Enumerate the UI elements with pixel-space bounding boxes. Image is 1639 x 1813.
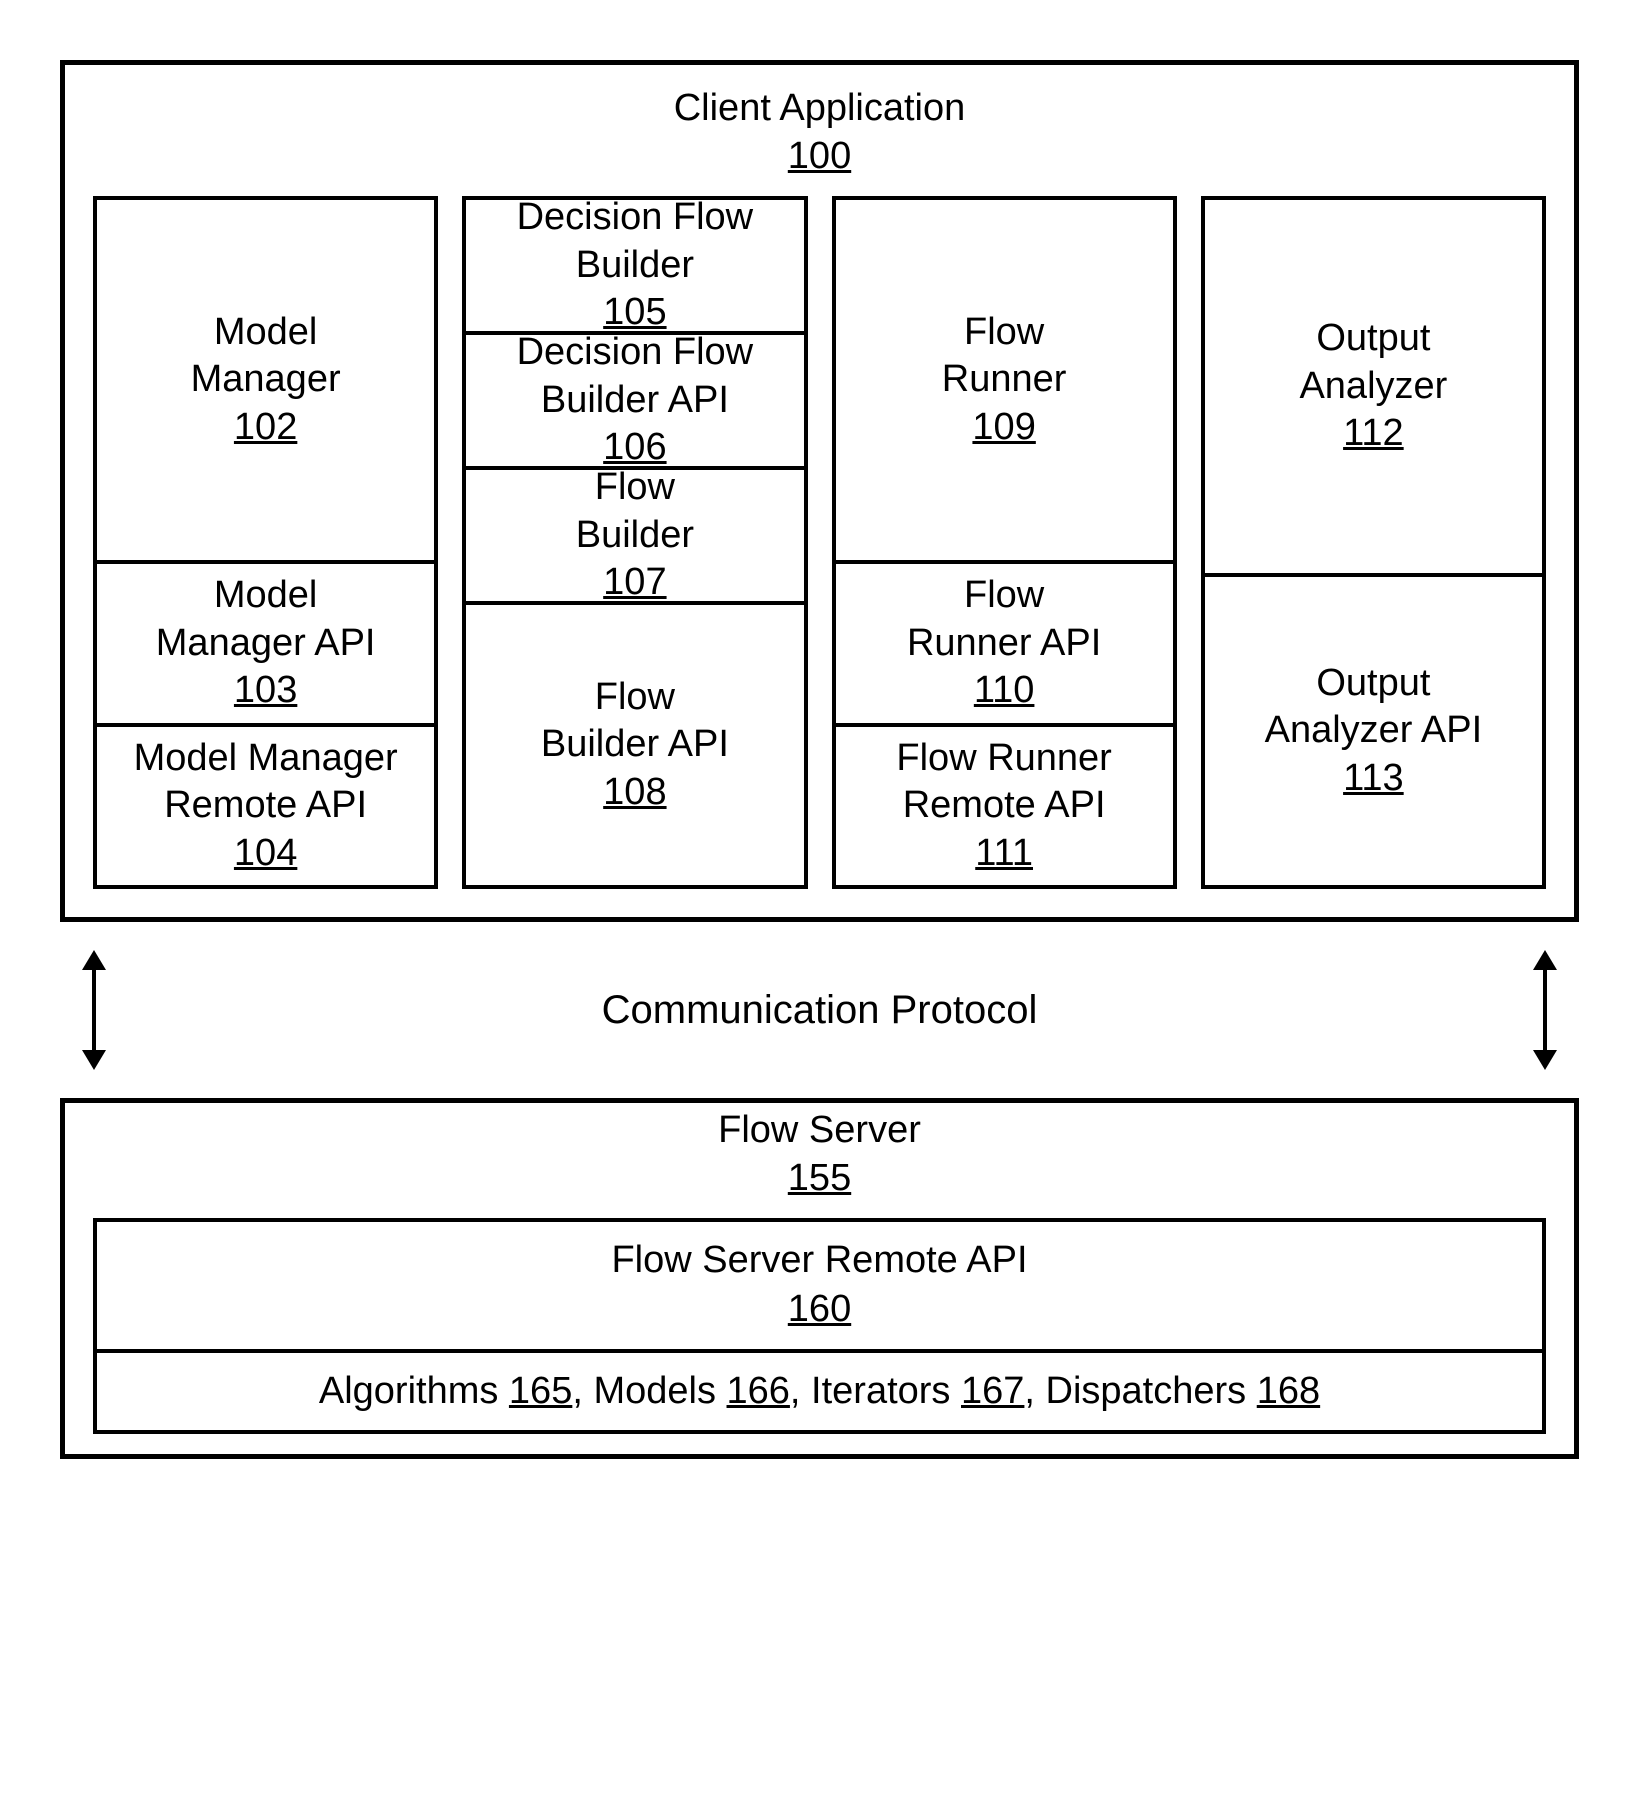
client-application-box: Client Application 100 ModelManager 102 …	[60, 60, 1579, 922]
label: ModelManager API	[156, 572, 376, 667]
bidirectional-arrow-right	[1531, 950, 1559, 1070]
output-analyzer-api-cell: OutputAnalyzer API 113	[1205, 573, 1542, 885]
label: FlowRunner	[942, 309, 1067, 404]
num: 103	[234, 667, 297, 715]
client-title: Client Application	[674, 87, 966, 129]
decision-flow-builder-api-cell: Decision FlowBuilder API 106	[466, 331, 803, 466]
communication-label: Communication Protocol	[602, 988, 1038, 1033]
num: 107	[603, 559, 666, 607]
flow-builder-cell: FlowBuilder 107	[466, 466, 803, 601]
col-model-manager: ModelManager 102 ModelManager API 103 Mo…	[93, 196, 438, 889]
num: 104	[234, 830, 297, 878]
item-dispatchers: Dispatchers 168	[1046, 1370, 1321, 1412]
flow-runner-cell: FlowRunner 109	[836, 200, 1173, 560]
label: FlowBuilder API	[541, 674, 729, 769]
server-num: 155	[788, 1157, 851, 1199]
num: 112	[1343, 410, 1404, 458]
flow-server-box: Flow Server 155 Flow Server Remote API 1…	[60, 1098, 1579, 1459]
communication-row: Communication Protocol	[80, 950, 1559, 1070]
decision-flow-builder-cell: Decision FlowBuilder 105	[466, 200, 803, 331]
num: 113	[1343, 755, 1404, 803]
item-algorithms: Algorithms 165,	[319, 1370, 583, 1412]
flow-runner-api-cell: FlowRunner API 110	[836, 560, 1173, 723]
col-flow-builder: Decision FlowBuilder 105 Decision FlowBu…	[462, 196, 807, 889]
client-num: 100	[788, 135, 851, 177]
client-application-header: Client Application 100	[93, 85, 1546, 180]
flow-builder-api-cell: FlowBuilder API 108	[466, 601, 803, 885]
server-rows: Flow Server Remote API 160 Algorithms 16…	[93, 1218, 1546, 1434]
server-items-row: Algorithms 165, Models 166, Iterators 16…	[97, 1349, 1542, 1430]
item-models: Models 166,	[593, 1370, 800, 1412]
flow-server-remote-api-row: Flow Server Remote API 160	[97, 1222, 1542, 1349]
label: FlowRunner API	[907, 572, 1101, 667]
flow-server-header: Flow Server 155	[93, 1107, 1546, 1202]
col-output-analyzer: OutputAnalyzer 112 OutputAnalyzer API 11…	[1201, 196, 1546, 889]
model-manager-remote-api-cell: Model ManagerRemote API 104	[97, 723, 434, 886]
label: Decision FlowBuilder API	[517, 329, 754, 424]
label: Model ManagerRemote API	[134, 735, 398, 830]
item-iterators: Iterators 167,	[811, 1370, 1035, 1412]
client-columns: ModelManager 102 ModelManager API 103 Mo…	[93, 196, 1546, 889]
model-manager-cell: ModelManager 102	[97, 200, 434, 560]
model-manager-api-cell: ModelManager API 103	[97, 560, 434, 723]
label: Decision FlowBuilder	[517, 194, 754, 289]
architecture-diagram: Client Application 100 ModelManager 102 …	[60, 60, 1579, 1459]
num: 109	[972, 404, 1035, 452]
flow-runner-remote-api-cell: Flow RunnerRemote API 111	[836, 723, 1173, 886]
label: Flow RunnerRemote API	[896, 735, 1111, 830]
label: OutputAnalyzer	[1299, 315, 1447, 410]
col-flow-runner: FlowRunner 109 FlowRunner API 110 Flow R…	[832, 196, 1177, 889]
num: 108	[603, 769, 666, 817]
label: ModelManager	[191, 309, 341, 404]
num: 110	[974, 667, 1035, 715]
server-title: Flow Server	[718, 1109, 921, 1151]
label: FlowBuilder	[576, 464, 694, 559]
num: 102	[234, 404, 297, 452]
num: 160	[788, 1288, 851, 1330]
num: 111	[975, 830, 1033, 878]
label: OutputAnalyzer API	[1265, 660, 1483, 755]
label: Flow Server Remote API	[611, 1239, 1027, 1281]
bidirectional-arrow-left	[80, 950, 108, 1070]
output-analyzer-cell: OutputAnalyzer 112	[1205, 200, 1542, 573]
